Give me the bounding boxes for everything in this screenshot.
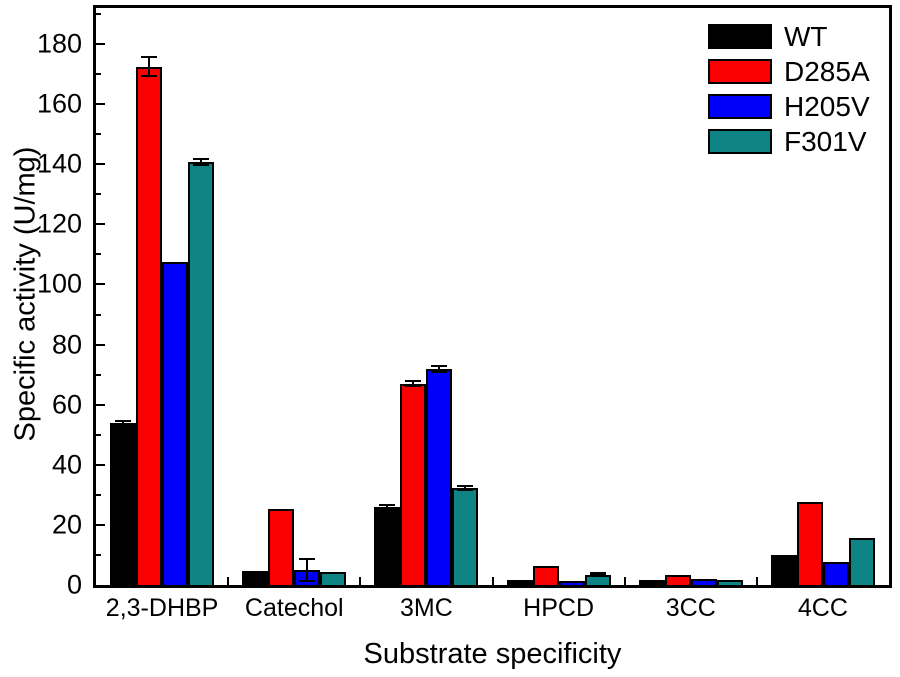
legend-entry-F301V: F301V <box>708 125 870 157</box>
y-major-tick <box>96 343 105 346</box>
y-minor-tick <box>96 553 101 556</box>
error-bar <box>193 158 210 167</box>
x-boundary-tick <box>227 577 230 585</box>
x-category-label: 3MC <box>400 594 453 622</box>
legend-label: D285A <box>784 55 870 87</box>
y-minor-tick <box>96 13 101 15</box>
y-minor-tick <box>96 253 101 256</box>
bar-F301V-3CC <box>716 580 743 585</box>
x-axis-title: Substrate specificity <box>363 638 622 670</box>
error-bar <box>405 380 422 388</box>
error-bar <box>589 572 606 577</box>
plot-frame: 0 20 40 60 80 100 120 140 160 180 2,3-DHBP Catechol… <box>37 5 892 621</box>
plot-inner: 0 20 40 60 80 100 120 140 160 180 2,3-DHBP Catechol… <box>37 8 889 621</box>
error-bar-line <box>148 58 151 76</box>
y-minor-tick <box>96 373 101 376</box>
x-category-label: Catechol <box>244 594 344 622</box>
error-bar-line <box>464 486 467 489</box>
x-category-label: 3CC <box>665 594 716 622</box>
y-tick-label: 120 <box>36 208 82 239</box>
y-minor-tick <box>96 433 101 436</box>
bar-H205V-4CC <box>822 562 849 585</box>
y-tick-label: 100 <box>36 268 82 299</box>
bar-WT-Catechol <box>242 571 269 585</box>
error-bar <box>115 419 132 426</box>
legend: WT D285A H205V F301V <box>708 20 870 164</box>
error-bar-line <box>122 421 125 424</box>
bar-F301V-Catechol <box>320 572 347 585</box>
y-tick-label: 20 <box>51 509 82 540</box>
bar-D285A-Catechol <box>268 509 295 585</box>
y-major-tick <box>96 463 105 466</box>
bar-WT-HPCD <box>506 580 533 585</box>
legend-entry-WT: WT <box>708 20 870 52</box>
error-bar-line <box>412 382 415 386</box>
y-minor-tick <box>96 313 101 316</box>
x-category-label: 4CC <box>797 594 848 622</box>
legend-entry-D285A: D285A <box>708 55 870 87</box>
legend-entry-H205V: H205V <box>708 90 870 122</box>
y-tick-label: 160 <box>36 88 82 119</box>
legend-label: F301V <box>784 125 867 157</box>
y-major-tick <box>96 223 105 226</box>
x-boundary-tick <box>491 577 494 585</box>
y-minor-tick <box>96 493 101 496</box>
error-bar-line <box>306 559 309 580</box>
bar-D285A-HPCD <box>532 566 559 585</box>
x-category-label: 2,3-DHBP <box>105 594 219 622</box>
y-minor-tick <box>96 133 101 136</box>
y-minor-tick <box>96 193 101 196</box>
bar-H205V-2,3-DHBP <box>162 262 189 585</box>
bar-D285A-4CC <box>796 502 823 585</box>
bar-WT-3MC <box>374 507 401 585</box>
bar-D285A-3MC <box>400 384 427 585</box>
legend-label: H205V <box>784 90 870 122</box>
y-tick-label: 140 <box>36 148 82 179</box>
bar-D285A-3CC <box>664 575 691 585</box>
bar-H205V-3MC <box>426 369 453 585</box>
bar-H205V-3CC <box>690 579 717 585</box>
legend-label: WT <box>784 20 828 52</box>
bar-WT-2,3-DHBP <box>110 423 137 585</box>
y-tick-label: 80 <box>51 329 82 360</box>
legend-swatch <box>708 24 772 49</box>
bar-D285A-2,3-DHBP <box>136 67 163 585</box>
y-major-tick <box>96 283 105 286</box>
error-bar-line <box>200 160 203 165</box>
x-boundary-tick <box>359 577 362 585</box>
error-bar <box>141 56 158 78</box>
legend-swatch <box>708 59 772 84</box>
error-bar <box>379 504 396 510</box>
x-boundary-tick <box>755 577 758 585</box>
y-tick-label: 0 <box>66 569 82 600</box>
bar-WT-4CC <box>770 555 797 585</box>
bar-F301V-HPCD <box>584 575 611 585</box>
error-bar <box>431 364 448 373</box>
y-minor-tick <box>96 73 101 76</box>
y-major-tick <box>96 403 105 406</box>
y-tick-label: 40 <box>51 449 82 480</box>
y-major-tick <box>96 523 105 526</box>
y-major-tick <box>96 103 105 106</box>
y-major-tick <box>96 43 105 46</box>
error-bar <box>457 484 474 491</box>
bar-F301V-3MC <box>452 488 479 585</box>
y-major-tick <box>96 163 105 166</box>
x-category-label: HPCD <box>523 594 594 622</box>
bar-H205V-HPCD <box>558 581 585 585</box>
bar-F301V-4CC <box>848 538 875 585</box>
y-tick-label: 180 <box>36 28 82 59</box>
bar-F301V-2,3-DHBP <box>188 162 215 585</box>
error-bar <box>299 557 316 582</box>
bar-WT-3CC <box>638 580 665 585</box>
y-tick-label: 60 <box>51 389 82 420</box>
legend-swatch <box>708 129 772 154</box>
legend-swatch <box>708 94 772 119</box>
error-bar-line <box>386 506 389 508</box>
x-boundary-tick <box>623 577 626 585</box>
error-bar-line <box>438 366 441 371</box>
